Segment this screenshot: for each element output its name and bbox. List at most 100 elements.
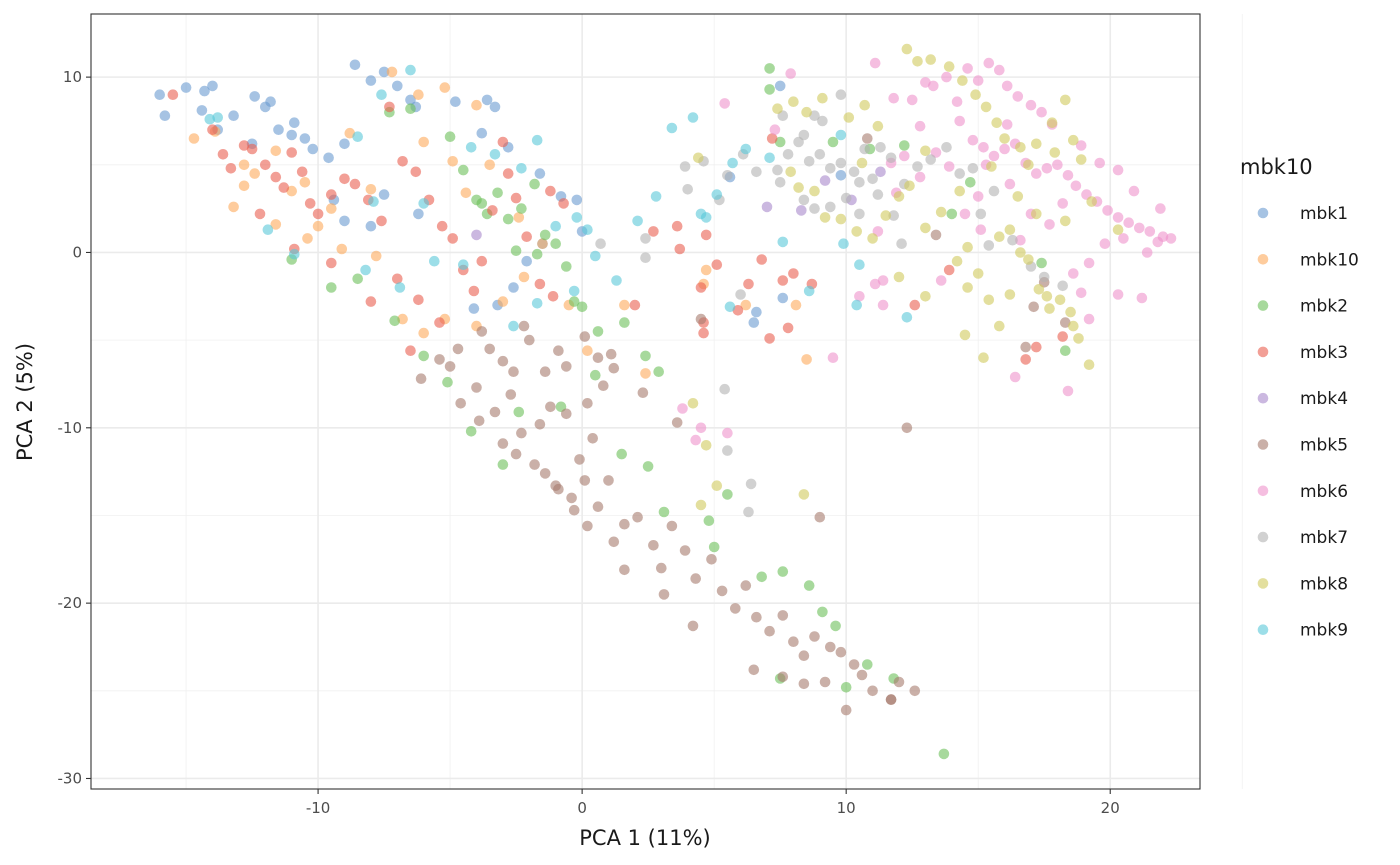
- data-point: [365, 75, 377, 86]
- data-point: [1062, 170, 1074, 181]
- data-point: [653, 366, 664, 378]
- data-point: [608, 536, 620, 548]
- data-point: [365, 220, 377, 232]
- data-point: [798, 194, 810, 206]
- data-point: [1038, 271, 1050, 283]
- data-point: [592, 352, 604, 364]
- data-point: [1144, 226, 1156, 237]
- data-point: [386, 66, 398, 78]
- data-point: [986, 161, 997, 172]
- data-point: [550, 238, 561, 249]
- major-gridlines: [91, 14, 1200, 789]
- data-point: [869, 278, 881, 290]
- legend-label: mbk4: [1300, 389, 1348, 409]
- data-point: [920, 222, 931, 234]
- data-point: [545, 185, 556, 197]
- data-point: [862, 133, 873, 144]
- data-point: [888, 210, 899, 221]
- data-point: [465, 142, 477, 153]
- data-point: [959, 208, 971, 220]
- data-point: [748, 317, 760, 328]
- data-point: [925, 154, 936, 165]
- data-point: [304, 198, 316, 209]
- data-point: [803, 580, 815, 591]
- data-point: [289, 248, 300, 260]
- data-point: [550, 480, 561, 492]
- data-point: [529, 178, 540, 190]
- data-point: [716, 585, 728, 597]
- series-mbk8: [687, 43, 1124, 511]
- data-point: [904, 180, 915, 192]
- data-point: [286, 147, 298, 158]
- data-point: [1060, 345, 1071, 357]
- data-point: [975, 224, 987, 235]
- data-point: [909, 299, 921, 311]
- data-point: [772, 103, 783, 114]
- data-point: [901, 422, 913, 434]
- data-point: [885, 152, 897, 164]
- x-tick-label: -10: [306, 799, 331, 817]
- data-point: [928, 80, 939, 92]
- data-point: [579, 475, 591, 486]
- legend-label: mbk5: [1300, 436, 1348, 456]
- data-point: [788, 268, 799, 279]
- data-point: [299, 133, 311, 144]
- data-point: [920, 77, 931, 88]
- data-point: [513, 212, 525, 223]
- data-point: [632, 215, 643, 227]
- data-point: [914, 171, 926, 183]
- y-axis-ticks: 10 0 -10 -20 -30: [58, 68, 91, 787]
- data-point: [642, 461, 654, 472]
- x-tick-label: 20: [1101, 799, 1120, 817]
- data-point: [1015, 142, 1026, 153]
- data-point: [442, 376, 453, 388]
- data-point: [405, 64, 416, 76]
- data-point: [935, 275, 947, 286]
- data-point: [571, 194, 583, 206]
- data-point: [629, 299, 641, 311]
- legend-label: mbk8: [1300, 574, 1348, 594]
- data-point: [460, 187, 472, 199]
- data-point: [785, 166, 796, 178]
- data-point: [880, 210, 892, 221]
- data-point: [679, 161, 691, 172]
- data-point: [835, 89, 847, 100]
- data-point: [856, 157, 868, 169]
- data-point: [856, 669, 868, 681]
- data-point: [1031, 208, 1042, 220]
- legend-label: mbk2: [1300, 297, 1348, 317]
- data-point: [999, 133, 1010, 144]
- data-point: [941, 142, 952, 153]
- legend-key: [1257, 485, 1269, 497]
- data-point: [434, 354, 445, 365]
- data-point: [825, 163, 836, 174]
- data-point: [592, 326, 604, 337]
- data-point: [489, 149, 501, 160]
- data-point: [497, 459, 509, 470]
- data-point: [1028, 301, 1039, 313]
- data-point: [830, 620, 841, 632]
- data-point: [706, 554, 717, 565]
- data-point: [1112, 164, 1124, 176]
- data-point: [352, 131, 364, 142]
- data-point: [777, 566, 789, 577]
- data-point: [790, 299, 802, 311]
- data-point: [840, 704, 852, 716]
- series-mbk7: [595, 89, 1068, 518]
- data-point: [539, 468, 551, 479]
- data-point: [777, 671, 789, 683]
- data-point: [384, 101, 395, 113]
- data-point: [518, 271, 530, 283]
- data-point: [579, 331, 591, 342]
- data-point: [1015, 234, 1026, 246]
- data-point: [1068, 134, 1079, 146]
- data-point: [869, 57, 881, 69]
- data-point: [547, 291, 559, 302]
- data-point: [991, 117, 1002, 128]
- data-point: [238, 180, 250, 192]
- data-point: [273, 124, 284, 135]
- data-point: [751, 611, 762, 623]
- data-point: [740, 580, 752, 591]
- data-point: [207, 80, 218, 92]
- data-point: [228, 110, 239, 121]
